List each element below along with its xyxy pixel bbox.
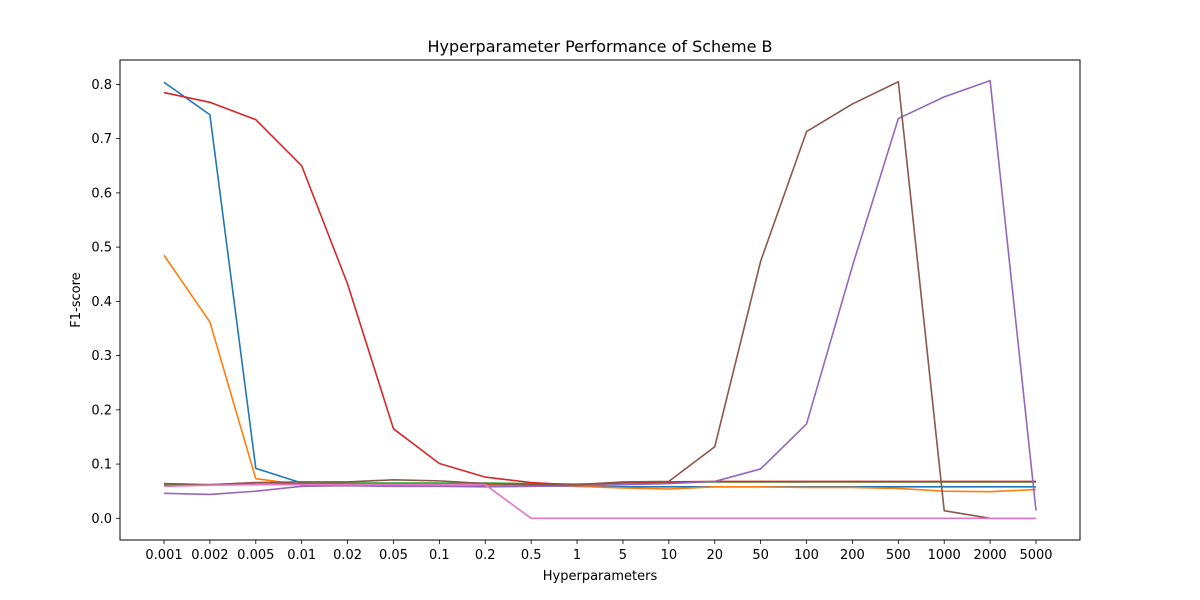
y-tick-label: 0.1 [91,458,112,473]
x-tick-label: 0.5 [521,548,542,563]
x-tick-label: 5000 [1019,548,1052,563]
chart-title: Hyperparameter Performance of Scheme B [427,37,772,56]
x-tick-label: 0.1 [429,548,450,563]
plot-frame [119,59,1081,541]
y-tick-label: 0.6 [91,186,112,201]
x-tick-label: 5 [619,548,627,563]
x-tick-label: 0.002 [191,548,228,563]
x-ticks: 0.001 0.002 0.005 0.01 0.02 0.05 0.1 0.2 0.5 1 5 10… [145,540,1053,563]
y-tick-label: 0.2 [91,403,112,418]
x-tick-label: 0.02 [333,548,362,563]
x-tick-label: 2000 [974,548,1007,563]
x-tick-label: 20 [706,548,723,563]
x-tick-label: 0.05 [379,548,408,563]
x-tick-label: 500 [886,548,911,563]
series-line-7 [163,483,1036,520]
x-axis-label: Hyperparameters [543,569,658,584]
y-tick-label: 0.8 [91,78,112,93]
x-tick-label: 200 [840,548,865,563]
x-tick-label: 10 [661,548,678,563]
y-tick-label: 0.5 [91,241,112,256]
y-tick-label: 0.4 [91,295,112,310]
y-ticks: 0.0 0.1 0.2 0.3 0.4 0.5 0.6 0.7 0.8 [91,78,120,527]
x-tick-label: 50 [752,548,769,563]
x-tick-label: 0.2 [475,548,496,563]
x-tick-label: 0.005 [237,548,274,563]
x-tick-label: 100 [794,548,819,563]
series-line-6 [163,80,1036,520]
x-tick-label: 0.01 [287,548,316,563]
plot-lines [163,79,1037,520]
y-tick-label: 0.3 [91,349,112,364]
x-tick-label: 1000 [928,548,961,563]
x-tick-label: 1 [573,548,581,563]
y-axis-label: F1-score [69,272,84,327]
series-line-5 [163,79,1037,511]
x-tick-label: 0.001 [145,548,182,563]
series-line-2 [163,254,1037,493]
y-tick-label: 0.7 [91,132,112,147]
y-tick-label: 0.0 [91,512,112,527]
